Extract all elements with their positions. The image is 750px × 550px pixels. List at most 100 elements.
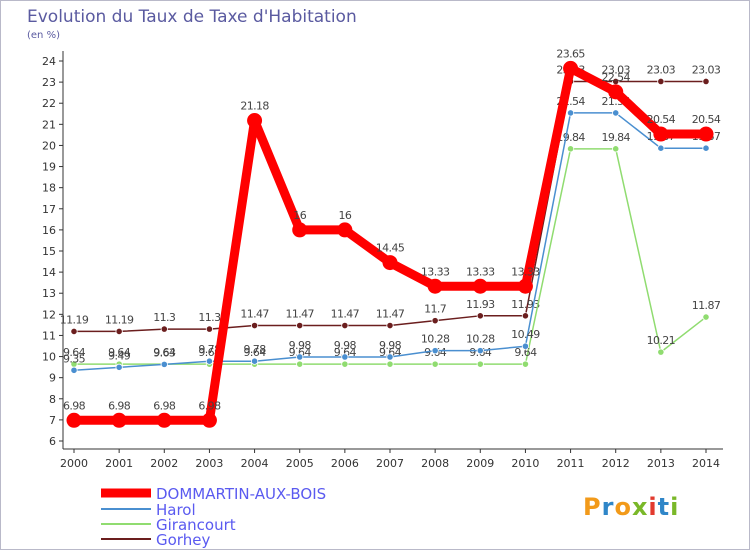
y-tick-label: 22: [42, 97, 56, 110]
data-label: 13.33: [511, 265, 540, 278]
data-point: [160, 325, 168, 333]
x-tick-label: 2005: [286, 457, 314, 470]
data-point: [250, 357, 259, 365]
data-point: [341, 321, 349, 330]
data-label: 9.35: [63, 352, 86, 365]
y-tick-label: 21: [42, 118, 56, 131]
data-label: 11.47: [240, 308, 269, 321]
data-label: 6.98: [198, 399, 221, 412]
data-point: [292, 222, 308, 238]
data-label: 6.98: [63, 399, 86, 412]
data-point: [476, 347, 484, 355]
y-tick-label: 23: [42, 76, 56, 89]
data-point: [657, 348, 665, 356]
y-tick-label: 20: [42, 139, 56, 152]
data-label: 9.64: [289, 346, 312, 359]
data-label: 11.93: [511, 298, 540, 311]
data-point: [517, 278, 533, 294]
data-point: [337, 222, 353, 238]
data-label: 9.98: [379, 339, 402, 352]
x-tick-label: 2001: [105, 457, 133, 470]
y-tick-label: 18: [42, 182, 56, 195]
data-point: [702, 313, 710, 321]
data-label: 23.65: [556, 47, 585, 60]
data-point: [247, 113, 263, 129]
data-point: [476, 312, 484, 320]
series-line: [74, 80, 706, 333]
data-point: [657, 77, 665, 86]
data-label: 21.18: [240, 100, 269, 113]
data-point: [698, 126, 714, 142]
data-label: 23.03: [601, 63, 630, 76]
data-point: [563, 60, 579, 76]
data-label: 19.84: [556, 131, 585, 144]
data-label: 11.93: [466, 298, 495, 311]
data-label: 9.63: [153, 346, 176, 359]
data-point: [657, 144, 665, 152]
x-tick-label: 2003: [195, 457, 223, 470]
data-label: 13.33: [466, 265, 495, 278]
x-tick-label: 2011: [557, 457, 585, 470]
data-label: 6.98: [153, 399, 176, 412]
y-tick-label: 6: [49, 435, 56, 448]
legend-label: Girancourt: [156, 516, 236, 534]
series-harol: 9.35 9.49 9.63 9.78 9.78 9.98 9.98 9.98 10.28 10.…: [63, 95, 721, 374]
x-tick-label: 2002: [150, 457, 178, 470]
y-tick-label: 16: [42, 224, 56, 237]
y-tick-label: 19: [42, 161, 56, 174]
x-tick-label: 2010: [511, 457, 539, 470]
y-tick-label: 9: [49, 372, 56, 385]
data-label: 10.21: [647, 334, 676, 347]
data-label: 10.49: [511, 328, 540, 341]
data-point: [115, 363, 123, 371]
data-label: 19.84: [601, 131, 630, 144]
data-point: [296, 321, 304, 330]
data-point: [702, 77, 710, 86]
data-label: 6.98: [108, 399, 131, 412]
data-label: 11.19: [60, 313, 89, 326]
data-point: [296, 353, 304, 361]
data-label: 13.33: [421, 265, 450, 278]
data-point: [205, 357, 214, 365]
data-label: 20.54: [647, 113, 676, 126]
x-tick-label: 2014: [692, 457, 720, 470]
data-point: [160, 360, 168, 368]
data-point: [702, 144, 710, 152]
data-point: [341, 353, 349, 361]
y-tick-label: 11: [42, 329, 56, 342]
data-label: 11.3: [153, 311, 176, 324]
data-label: 9.64: [63, 346, 86, 359]
x-tick-label: 2008: [421, 457, 449, 470]
data-point: [472, 278, 488, 294]
data-point: [431, 360, 439, 368]
data-point: [612, 109, 620, 117]
data-point: [386, 353, 394, 361]
legend-label: DOMMARTIN-AUX-BOIS: [156, 485, 326, 503]
series-dommartin-aux-bois: 6.98 6.98 6.98 6.98 21.18 16 16 14.45 13.33 13.33…: [63, 47, 721, 428]
x-tick-label: 2000: [60, 457, 88, 470]
data-point: [205, 325, 214, 333]
data-label: 11.3: [198, 311, 221, 324]
y-tick-label: 17: [42, 203, 56, 216]
data-point: [521, 312, 530, 320]
data-label: 11.19: [105, 313, 134, 326]
proxiti-logo: Proxiti: [583, 493, 680, 521]
data-label: 11.47: [285, 308, 314, 321]
data-label: 11.7: [424, 303, 447, 316]
data-point: [476, 360, 484, 368]
data-point: [111, 412, 127, 428]
y-tick-label: 24: [42, 55, 56, 68]
data-label: 11.47: [331, 308, 360, 321]
data-label: 9.49: [108, 349, 131, 362]
data-label: 9.64: [153, 346, 176, 359]
data-point: [156, 412, 172, 428]
x-tick-label: 2006: [331, 457, 359, 470]
data-point: [521, 342, 530, 350]
data-label: 9.64: [108, 346, 131, 359]
data-point: [115, 327, 123, 336]
data-label: 9.64: [514, 346, 537, 359]
y-tick-label: 8: [49, 393, 56, 406]
legend-label: Harol: [156, 501, 196, 519]
x-tick-label: 2012: [602, 457, 630, 470]
